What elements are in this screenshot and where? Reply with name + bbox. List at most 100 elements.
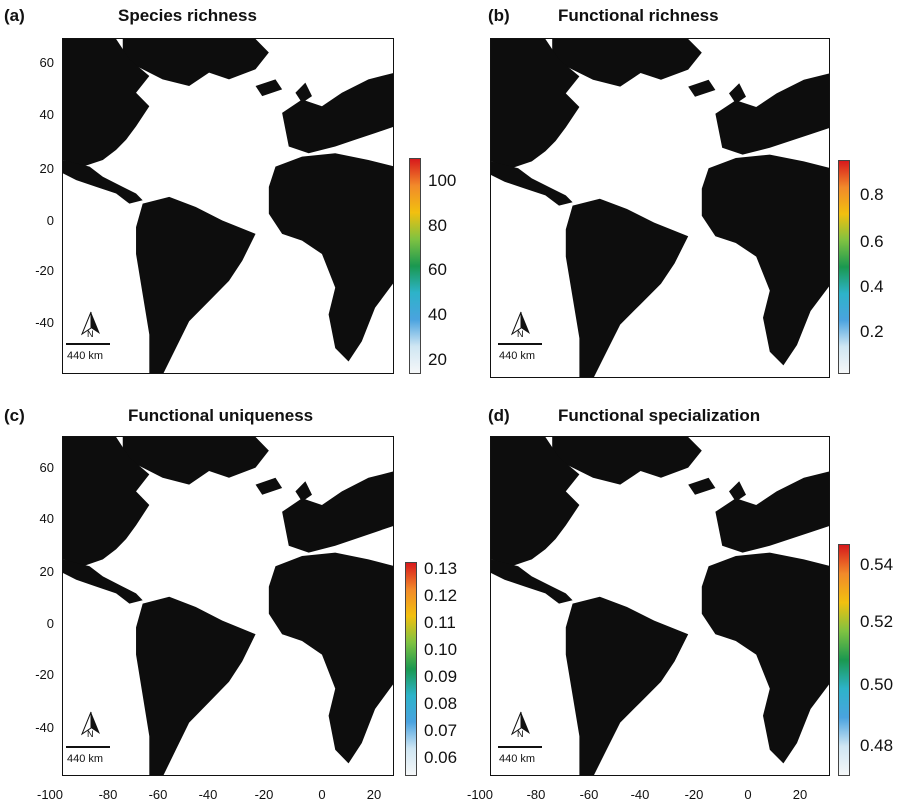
map (491, 39, 829, 377)
svg-text:N: N (517, 729, 524, 738)
land-mass (63, 437, 150, 567)
svg-text:N: N (87, 729, 94, 738)
x-tick: -40 (198, 787, 218, 802)
y-tick: 0 (46, 213, 54, 228)
map-frame (490, 38, 830, 378)
panel-a: (a) Species richness 60 40 20 0 -20 -40 … (0, 0, 460, 400)
north-arrow-icon: N (510, 310, 532, 343)
land-mass (729, 481, 746, 502)
y-tick: 60 (39, 460, 54, 475)
color-bar (838, 544, 850, 776)
map (63, 437, 393, 775)
scale-label: 440 km (67, 350, 104, 362)
panel-letter: (b) (488, 6, 510, 25)
map-frame (62, 436, 394, 776)
land-mass (565, 596, 689, 775)
land-mass (122, 437, 269, 485)
land-mass (295, 481, 312, 502)
legend-label: 0.6 (860, 232, 884, 251)
x-tick: 20 (792, 787, 808, 802)
color-bar (405, 562, 417, 776)
map (491, 437, 829, 775)
legend-label: 0.12 (424, 586, 458, 605)
y-tick: 20 (39, 161, 54, 176)
legend-label: 40 (428, 305, 447, 324)
north-arrow-icon: N (80, 710, 102, 743)
legend-label: 0.54 (860, 555, 894, 574)
y-tick: 0 (46, 616, 54, 631)
x-tick: 20 (366, 787, 382, 802)
land-mass (552, 39, 702, 87)
map-frame (490, 436, 830, 776)
panel-title: Functional specialization (558, 406, 761, 425)
land-mass (63, 39, 150, 167)
land-mass (295, 82, 312, 103)
svg-text:N: N (87, 329, 94, 338)
scale-bar (498, 746, 542, 748)
scale-label: 440 km (499, 350, 536, 362)
land-mass (268, 153, 393, 362)
y-tick: -40 (35, 720, 54, 735)
legend-label: 0.2 (860, 322, 884, 341)
x-tick: -20 (254, 787, 274, 802)
panel-letter: (d) (488, 406, 510, 425)
land-mass (491, 559, 573, 604)
land-mass (715, 471, 829, 553)
x-tick: -60 (148, 787, 168, 802)
panel-c: (c) Functional uniqueness 60 40 20 0 -20… (0, 400, 460, 809)
legend-label: 0.11 (424, 613, 456, 632)
land-mass (552, 437, 702, 485)
legend-label: 0.13 (424, 559, 458, 578)
land-mass (268, 552, 393, 764)
x-tick: -80 (98, 787, 118, 802)
north-arrow-icon: N (510, 710, 532, 743)
legend-label: 100 (428, 171, 457, 190)
legend-label: 0.08 (424, 694, 458, 713)
land-mass (565, 198, 689, 377)
y-tick: 40 (39, 107, 54, 122)
panel-b: (b) Functional richness 0.8 0.6 0.4 0.2 … (454, 0, 917, 400)
land-mass (136, 596, 256, 775)
legend-label: 0.50 (860, 675, 894, 694)
land-mass (715, 73, 829, 155)
map (63, 39, 393, 373)
x-tick: -80 (526, 787, 546, 802)
land-mass (688, 477, 716, 495)
land-mass (255, 477, 283, 495)
legend-label: 80 (428, 216, 447, 235)
land-mass (729, 83, 746, 104)
y-tick: -20 (35, 263, 54, 278)
legend-label: 0.07 (424, 721, 458, 740)
legend-label: 60 (428, 260, 447, 279)
svg-text:N: N (517, 329, 524, 338)
y-tick: -20 (35, 667, 54, 682)
x-tick: 0 (318, 787, 326, 802)
scale-bar (498, 343, 542, 345)
y-tick: -40 (35, 315, 54, 330)
x-tick: -100 (36, 787, 64, 802)
legend-label: 0.52 (860, 612, 894, 631)
legend-label: 20 (428, 350, 447, 369)
panel-d: (d) Functional specialization -100 -80 -… (454, 400, 917, 809)
legend-label: 0.48 (860, 736, 894, 755)
x-tick: -60 (579, 787, 599, 802)
x-tick: -20 (684, 787, 704, 802)
scale-bar (66, 343, 110, 345)
legend-label: 0.8 (860, 185, 884, 204)
scale-bar (66, 746, 110, 748)
land-mass (491, 437, 580, 567)
color-bar (838, 160, 850, 374)
land-mass (282, 73, 393, 154)
land-mass (701, 154, 829, 366)
x-tick: 0 (744, 787, 752, 802)
panel-letter: (a) (4, 6, 25, 25)
land-mass (63, 159, 143, 204)
y-tick: 40 (39, 511, 54, 526)
y-tick: 20 (39, 564, 54, 579)
land-mass (688, 79, 716, 97)
y-tick: 60 (39, 55, 54, 70)
scale-label: 440 km (67, 753, 104, 765)
panel-title: Species richness (118, 6, 257, 25)
land-mass (136, 196, 256, 373)
panel-title: Functional uniqueness (128, 406, 314, 425)
